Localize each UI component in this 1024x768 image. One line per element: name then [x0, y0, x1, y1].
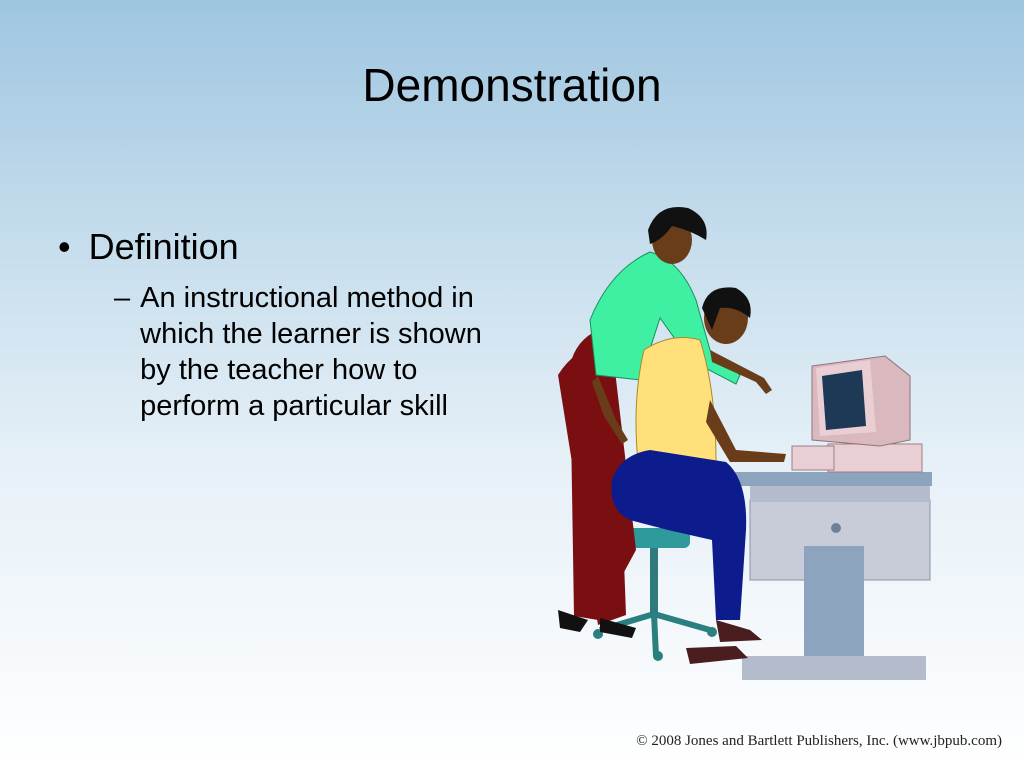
computer-icon: [791, 355, 923, 473]
sub-bullet-definition-text: – An instructional method in which the l…: [114, 280, 514, 424]
student-figure-icon: [611, 287, 786, 664]
teacher-student-computer-illustration: [558, 206, 932, 680]
bullet-definition: • Definition: [58, 226, 239, 268]
bullet-text: Definition: [88, 226, 239, 267]
sub-bullet-text: An instructional method in which the lea…: [140, 282, 482, 422]
bullet-marker: •: [58, 226, 71, 267]
desk-icon: [728, 472, 932, 680]
slide-title: Demonstration: [362, 59, 662, 111]
copyright-text: © 2008 Jones and Bartlett Publishers, In…: [636, 733, 1002, 749]
teacher-figure-icon: [558, 206, 772, 638]
sub-bullet-marker: –: [114, 282, 131, 314]
